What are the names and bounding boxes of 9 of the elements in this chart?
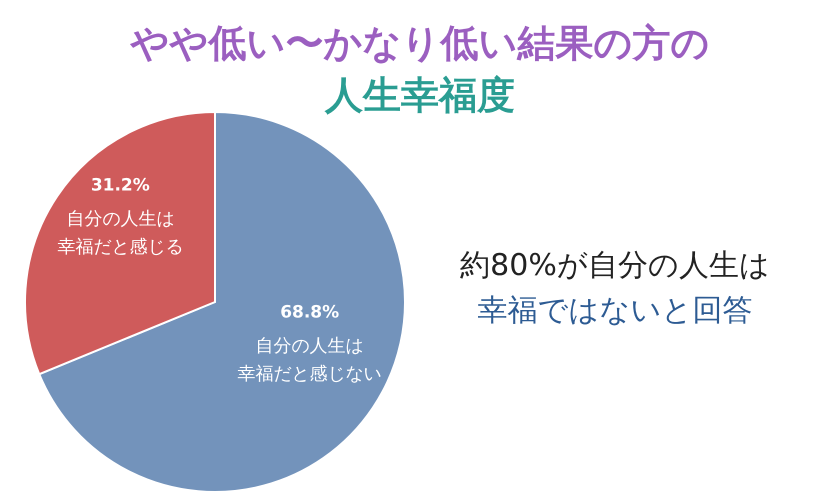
data-label: 31.2% <box>90 176 150 196</box>
text: 幸福ではないと回答 <box>478 293 752 328</box>
slice-label: 自分の人生は幸福だと感じる <box>57 208 184 258</box>
chart-subtitle: 人生幸福度 <box>324 73 515 117</box>
chart-title: やや低い〜かなり低い結果の方の <box>130 21 710 65</box>
text: 約80%が自分の人生は <box>460 248 770 283</box>
data-label: 68.8% <box>280 302 340 322</box>
pie-slice <box>24 111 216 376</box>
slice-label: 自分の人生は幸福だと感じない <box>238 335 382 384</box>
